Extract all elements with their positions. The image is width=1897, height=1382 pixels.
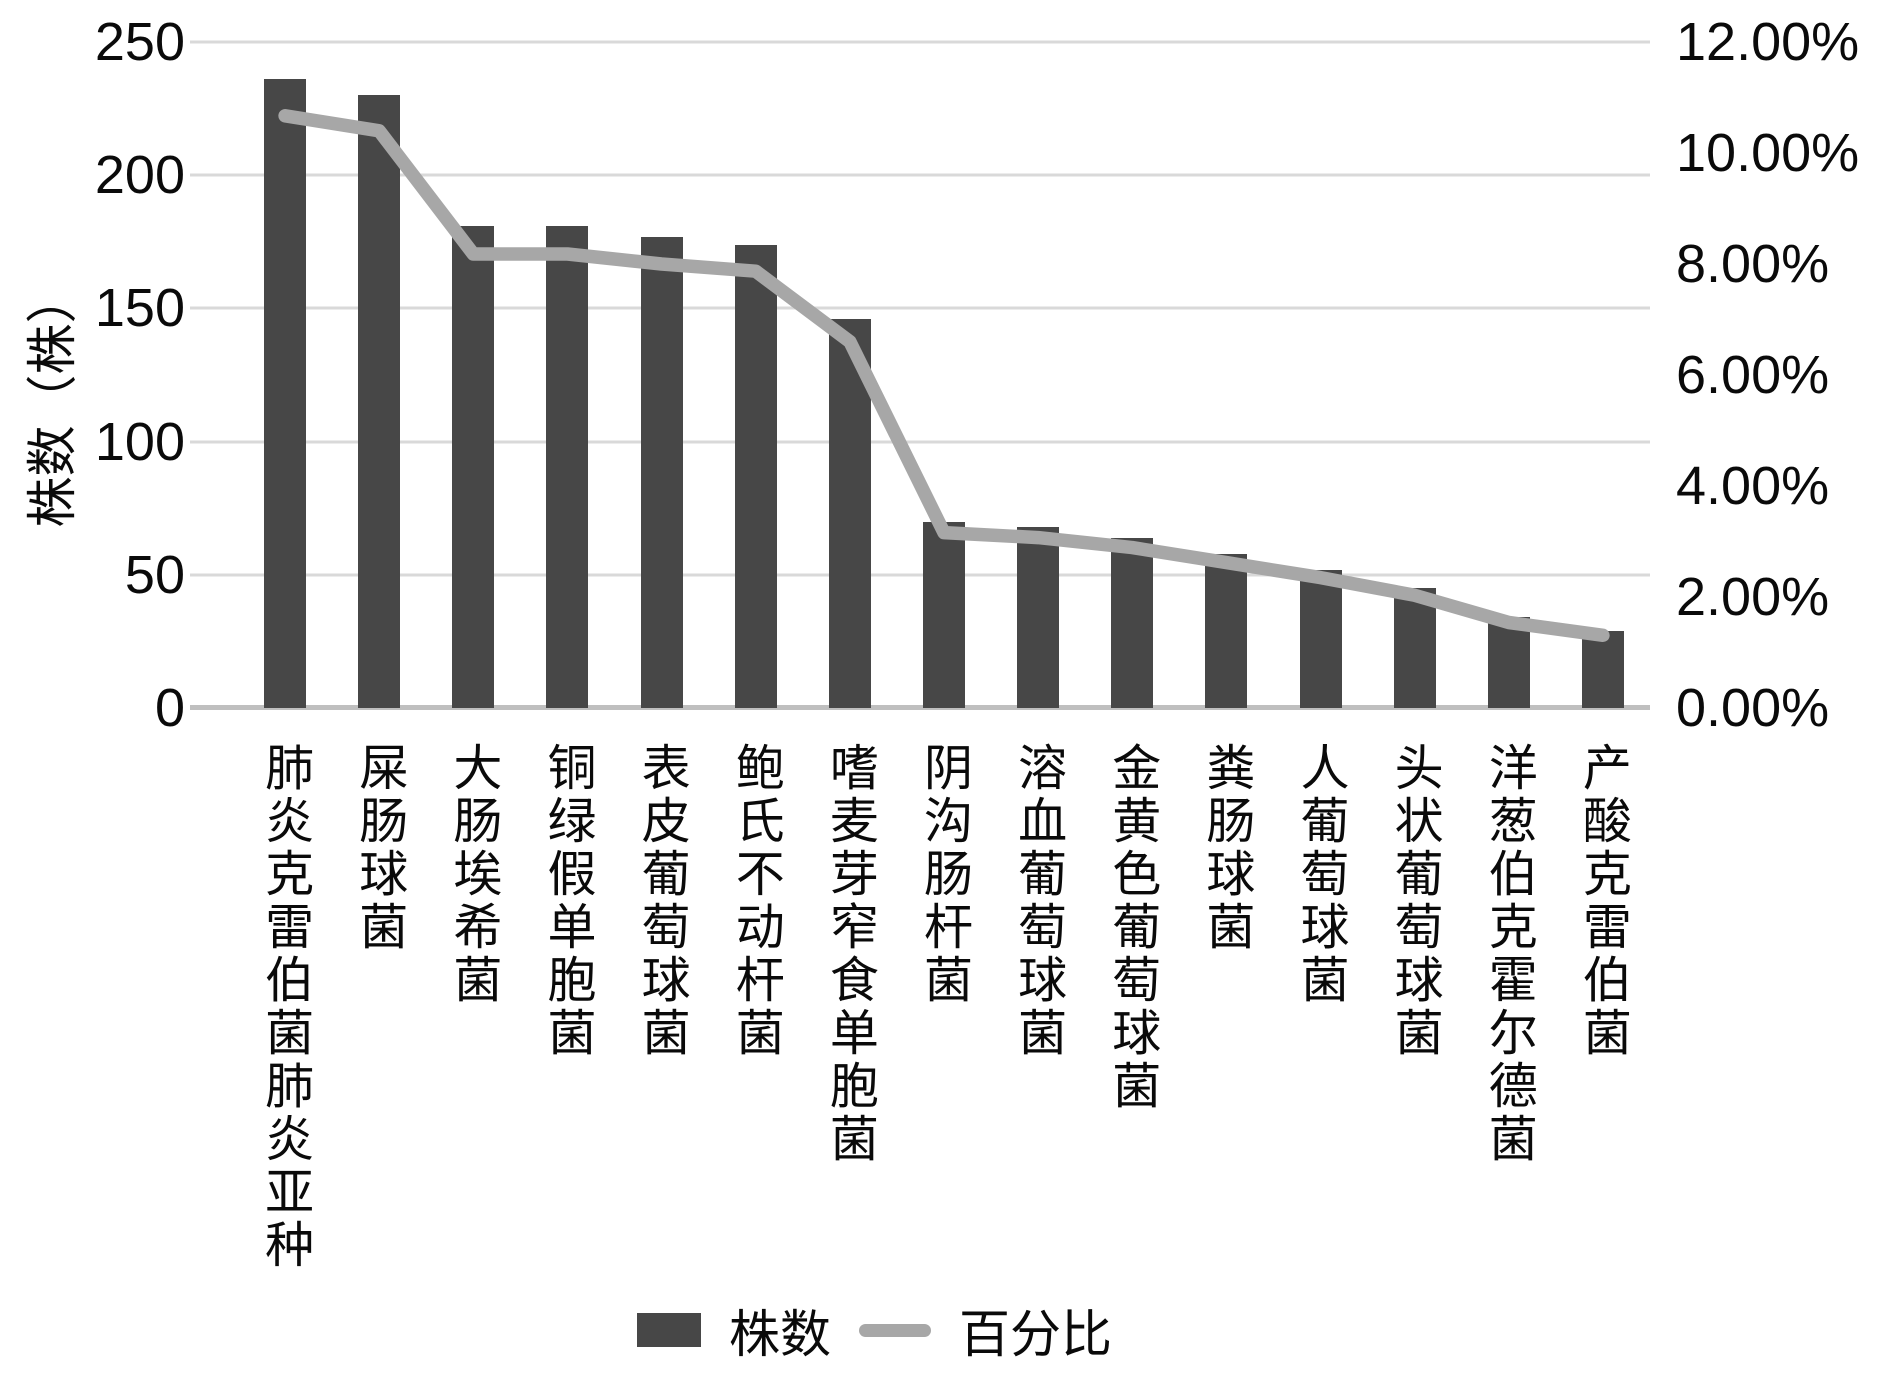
right-axis-tick-label: 12.00% [1676,12,1860,72]
x-axis-category-label: 溶血葡萄球菌 [1011,742,1066,1060]
bar [546,225,589,708]
gridline [190,173,1650,177]
right-axis-tick-label: 4.00% [1676,456,1830,516]
right-axis-tick-label: 8.00% [1676,234,1830,294]
legend-label-bar-series: 株数 [729,1306,832,1363]
left-axis-tick-label: 200 [94,145,185,206]
x-axis-category-label: 铜绿假单胞菌 [540,742,595,1060]
bar [1581,630,1624,708]
x-axis-category-label: 洋葱伯克霍尔德菌 [1481,742,1536,1166]
x-axis-category-label: 产酸克雷伯菌 [1575,742,1630,1060]
bar [452,225,495,708]
bar [640,236,683,708]
right-axis-tick-label: 6.00% [1676,345,1830,405]
gridline [190,573,1650,577]
gridline [190,440,1650,444]
legend-label-line-series: 百分比 [959,1306,1113,1363]
x-axis-category-label: 大肠埃希菌 [446,742,501,1007]
chart-legend: 株数 百分比 [637,1300,1112,1363]
bar [1017,526,1060,708]
bar [734,244,777,708]
bar [1487,617,1530,708]
left-axis-tick-label: 100 [94,411,185,472]
x-axis-category-labels: 肺炎克雷伯菌肺炎亚种 屎肠球菌 大肠埃希菌 铜绿假单胞菌 表皮葡萄球菌 鲍氏不动杆菌 嗜麦芽… [238,742,1650,1282]
bar [1299,569,1342,708]
plot-gridlines [190,40,1650,710]
legend-line-swatch [859,1323,932,1337]
left-axis-tick-label: 0 [154,678,185,738]
x-axis-category-label: 嗜麦芽窄食单胞菌 [822,742,877,1166]
bar [1205,553,1248,708]
x-axis-category-label: 金黄色葡萄球菌 [1105,742,1160,1113]
bar [923,521,965,708]
x-axis-category-label: 粪肠球菌 [1199,742,1254,954]
x-axis-category-label: 头状葡萄球菌 [1387,742,1442,1060]
left-axis-tick-label: 150 [94,278,185,339]
left-axis-title: 株数（株） [24,272,81,528]
percentage-line-series [278,109,1610,643]
plot-area [238,42,1650,708]
gridline [190,40,1650,44]
bar [1111,537,1154,708]
bar [1393,588,1436,708]
bar [358,95,401,708]
x-axis-category-label: 人葡萄球菌 [1293,742,1348,1007]
right-axis-tick-label: 0.00% [1676,678,1830,738]
bar [264,79,307,708]
left-axis-tick-label: 250 [94,12,185,72]
x-axis-category-label: 阴沟肠杆菌 [917,742,971,1007]
legend-bar-swatch [637,1313,701,1347]
right-axis-tick-label: 2.00% [1676,567,1830,627]
x-axis-category-label: 鲍氏不动杆菌 [728,742,783,1060]
right-axis-tick-label: 10.00% [1676,123,1860,183]
x-axis-category-label: 表皮葡萄球菌 [634,742,689,1060]
x-axis-line [190,705,1650,710]
left-axis-tick-label: 50 [124,544,185,605]
x-axis-category-label: 屎肠球菌 [352,742,407,954]
x-axis-category-label: 肺炎克雷伯菌肺炎亚种 [258,742,313,1272]
percentage-polyline [278,109,1610,643]
gridline [190,306,1650,310]
